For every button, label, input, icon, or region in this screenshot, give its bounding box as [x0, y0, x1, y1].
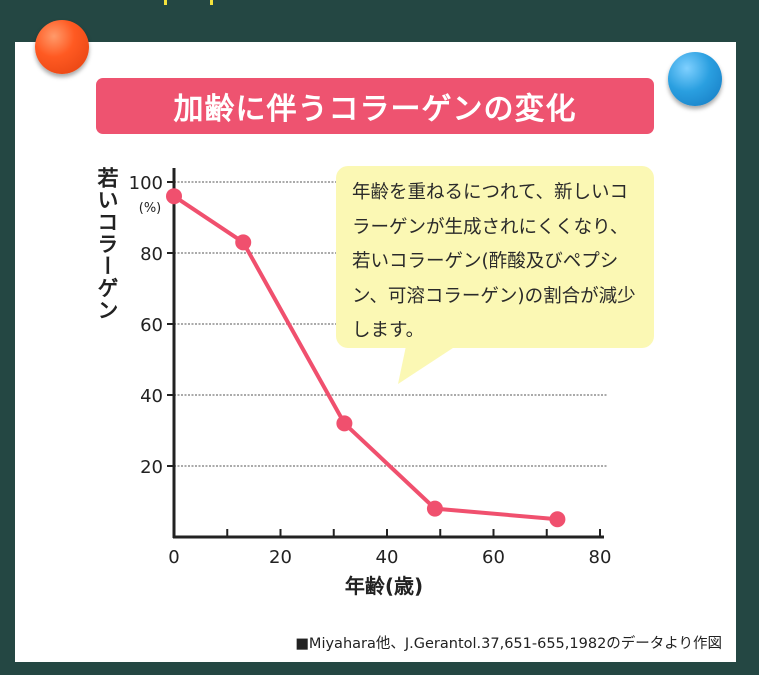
x-tick-label: 80 [589, 547, 612, 568]
y-axis-label: 若いコラーゲン [95, 167, 119, 321]
board-mark [164, 0, 167, 5]
x-tick-label: 0 [168, 547, 179, 568]
y-axis-unit: (%) [139, 201, 162, 216]
data-point [549, 511, 566, 528]
data-point [235, 234, 252, 251]
callout-tail [398, 346, 456, 384]
x-tick-label: 40 [376, 547, 399, 568]
chart-card [15, 42, 736, 662]
data-point [336, 415, 353, 432]
y-tick-label: 20 [140, 457, 163, 478]
data-point [426, 500, 443, 517]
callout-note: 年齢を重ねるにつれて、新しいコラーゲンが生成されにくくなり、若いコラーゲン(酢酸… [336, 166, 654, 348]
y-tick-label: 40 [140, 386, 163, 407]
blue-magnet-icon [668, 52, 722, 106]
x-axis-label: 年齢(歳) [344, 574, 424, 598]
y-tick-label: 80 [140, 244, 163, 265]
y-tick-label: 100 [129, 173, 163, 194]
board-mark [210, 0, 213, 5]
y-tick-label: 60 [140, 315, 163, 336]
data-point [166, 188, 182, 205]
x-tick-label: 60 [482, 547, 505, 568]
red-magnet-icon [35, 20, 89, 74]
page-title: 加齢に伴うコラーゲンの変化 [96, 78, 654, 134]
x-tick-label: 20 [269, 547, 292, 568]
source-citation: ■Miyahara他、J.Gerantol.37,651-655,1982のデー… [295, 636, 722, 652]
